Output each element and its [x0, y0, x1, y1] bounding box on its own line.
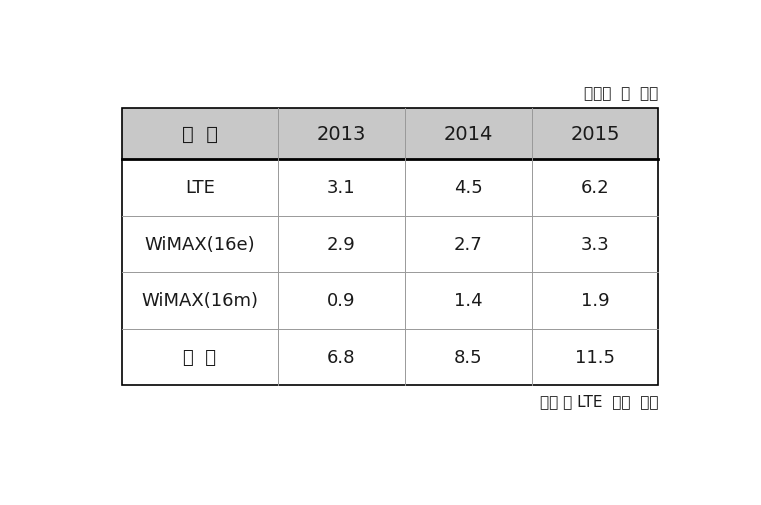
- Text: 11.5: 11.5: [575, 348, 615, 366]
- Bar: [122, 216, 658, 273]
- Bar: [122, 109, 658, 385]
- Text: 2.9: 2.9: [327, 235, 355, 254]
- Text: 출처 ： LTE  시장  현황: 출처 ： LTE 시장 현황: [540, 393, 658, 408]
- Text: 합  계: 합 계: [183, 348, 216, 366]
- Text: 8.5: 8.5: [454, 348, 482, 366]
- Text: WiMAX(16e): WiMAX(16e): [145, 235, 255, 254]
- Text: 6.2: 6.2: [581, 179, 610, 197]
- Text: 2014: 2014: [444, 125, 493, 144]
- Text: 1.4: 1.4: [454, 292, 482, 310]
- Text: 6.8: 6.8: [327, 348, 355, 366]
- Text: 구  분: 구 분: [182, 125, 218, 144]
- Text: WiMAX(16m): WiMAX(16m): [142, 292, 258, 310]
- Bar: [122, 109, 658, 160]
- Text: 1.9: 1.9: [581, 292, 610, 310]
- Text: 3.3: 3.3: [581, 235, 610, 254]
- Bar: [122, 273, 658, 329]
- Text: 2015: 2015: [570, 125, 619, 144]
- Text: （단위  천  대）: （단위 천 대）: [584, 86, 658, 102]
- Bar: [122, 160, 658, 216]
- Text: 2013: 2013: [317, 125, 366, 144]
- Text: 2.7: 2.7: [454, 235, 482, 254]
- Bar: [122, 329, 658, 385]
- Text: 0.9: 0.9: [327, 292, 355, 310]
- Text: LTE: LTE: [185, 179, 215, 197]
- Text: 4.5: 4.5: [454, 179, 482, 197]
- Text: 3.1: 3.1: [327, 179, 355, 197]
